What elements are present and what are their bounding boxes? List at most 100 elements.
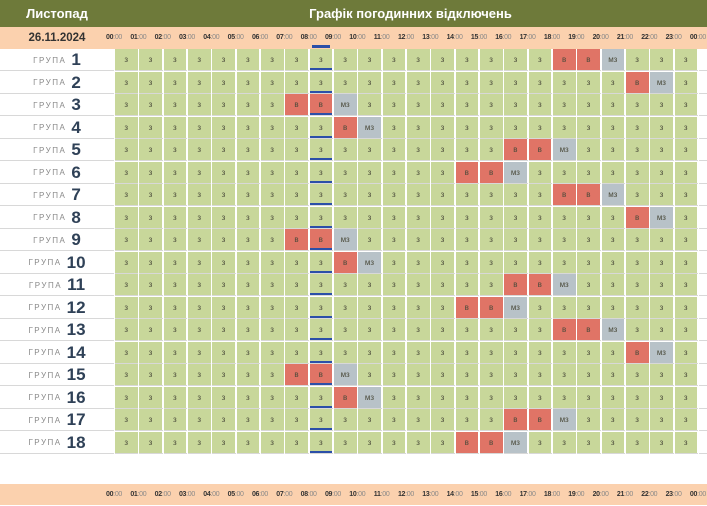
hour-cell: з bbox=[552, 116, 576, 138]
hour-cell: з bbox=[211, 341, 236, 363]
hour-cell: з bbox=[211, 229, 236, 250]
hour-cell: з bbox=[649, 431, 674, 453]
hour-cell: з bbox=[138, 49, 163, 70]
hour-cell: з bbox=[187, 206, 211, 228]
group-word: ГРУПА bbox=[33, 123, 67, 132]
hour-cell: з bbox=[284, 409, 309, 430]
hour-cell: мз bbox=[333, 94, 357, 115]
hour-cell: з bbox=[284, 296, 309, 318]
hour-cell: в bbox=[309, 364, 333, 385]
group-number: 5 bbox=[71, 140, 81, 159]
hour-cell: з bbox=[138, 116, 163, 138]
hour-cell: з bbox=[479, 319, 503, 340]
column-separator bbox=[308, 49, 310, 484]
hour-cell: з bbox=[576, 386, 601, 408]
hour-cell: з bbox=[309, 296, 333, 318]
hour-cell: з bbox=[503, 229, 528, 250]
hour-cell: з bbox=[576, 206, 601, 228]
hour-cell: з bbox=[649, 409, 674, 430]
hour-cell: з bbox=[357, 274, 382, 295]
hour-cell: з bbox=[625, 184, 649, 205]
hour-cell: з bbox=[211, 251, 236, 273]
hour-cell: з bbox=[211, 364, 236, 385]
column-separator bbox=[551, 49, 553, 484]
top-hour-2: 02:00 bbox=[154, 34, 171, 41]
hour-cell: з bbox=[236, 139, 260, 160]
hour-cell: з bbox=[382, 94, 406, 115]
hour-cell: з bbox=[211, 206, 236, 228]
hour-cell: з bbox=[309, 251, 333, 273]
hour-cell: з bbox=[455, 49, 479, 70]
hour-cell: з bbox=[284, 71, 309, 93]
hour-cell: з bbox=[260, 184, 284, 205]
hour-cell: мз bbox=[333, 364, 357, 385]
hour-cell: з bbox=[455, 364, 479, 385]
hour-cell: з bbox=[601, 206, 625, 228]
current-hour-marker bbox=[311, 45, 330, 48]
hour-cell: з bbox=[357, 296, 382, 318]
hour-cell: з bbox=[552, 341, 576, 363]
top-hour-24: 00:00 bbox=[689, 34, 706, 41]
hour-cell: з bbox=[187, 296, 211, 318]
top-hour-13: 13:00 bbox=[422, 34, 439, 41]
hour-cell: з bbox=[382, 206, 406, 228]
hour-cell: з bbox=[260, 409, 284, 430]
group-number: 12 bbox=[66, 297, 86, 317]
hour-cell: з bbox=[114, 274, 138, 295]
hour-cell: з bbox=[260, 341, 284, 363]
group-word: ГРУПА bbox=[28, 348, 62, 357]
hour-cell: в bbox=[528, 139, 552, 160]
group-number: 18 bbox=[66, 432, 86, 452]
group-word: ГРУПА bbox=[33, 145, 67, 155]
hour-cell: з bbox=[138, 184, 163, 205]
hour-cell: з bbox=[455, 71, 479, 93]
hour-cell: з bbox=[625, 161, 649, 183]
hour-cell: з bbox=[528, 364, 552, 385]
hour-cell: з bbox=[114, 229, 138, 250]
hour-cell: з bbox=[406, 386, 430, 408]
hour-cell: з bbox=[552, 71, 576, 93]
hour-cell: з bbox=[357, 71, 382, 93]
hour-cell: з bbox=[455, 409, 479, 430]
hour-cell: з bbox=[674, 184, 698, 205]
hour-cell: з bbox=[236, 296, 260, 318]
hour-cell: з bbox=[138, 364, 163, 385]
column-separator bbox=[478, 49, 480, 484]
hour-cell: з bbox=[674, 296, 698, 318]
hour-cell: з bbox=[187, 319, 211, 340]
group-word: ГРУПА bbox=[28, 415, 62, 425]
hour-cell: з bbox=[601, 364, 625, 385]
hour-cell: з bbox=[114, 364, 138, 385]
hour-cell: з bbox=[211, 184, 236, 205]
hour-cell: з bbox=[455, 274, 479, 295]
hour-cell: з bbox=[333, 274, 357, 295]
hour-cell: з bbox=[211, 161, 236, 183]
hour-cell: з bbox=[211, 296, 236, 318]
hour-cell: з bbox=[528, 341, 552, 363]
hour-cell: з bbox=[674, 251, 698, 273]
hour-cell: з bbox=[114, 49, 138, 70]
hour-cell: з bbox=[333, 139, 357, 160]
column-separator bbox=[454, 49, 456, 484]
group-label: ГРУПА 3 bbox=[0, 94, 114, 116]
hour-cell: з bbox=[528, 71, 552, 93]
hour-cell: з bbox=[357, 94, 382, 115]
hour-cell: з bbox=[309, 184, 333, 205]
hour-cell: з bbox=[625, 116, 649, 138]
hour-cell: в bbox=[503, 139, 528, 160]
bottom-hour-20: 20:00 bbox=[592, 491, 609, 498]
hour-cell: з bbox=[625, 319, 649, 340]
hour-cell: в bbox=[333, 116, 357, 138]
group-label: ГРУПА 7 bbox=[0, 184, 114, 206]
group-word: ГРУПА bbox=[28, 438, 62, 447]
hour-cell: з bbox=[138, 296, 163, 318]
hour-cell: з bbox=[260, 319, 284, 340]
hour-cell: з bbox=[260, 161, 284, 183]
hour-cell: з bbox=[284, 319, 309, 340]
bottom-hour-4: 04:00 bbox=[203, 491, 220, 498]
hour-cell: з bbox=[625, 251, 649, 273]
hour-cell: з bbox=[528, 206, 552, 228]
hour-cell: з bbox=[649, 94, 674, 115]
group-number: 10 bbox=[66, 252, 86, 272]
hour-cell: з bbox=[382, 319, 406, 340]
